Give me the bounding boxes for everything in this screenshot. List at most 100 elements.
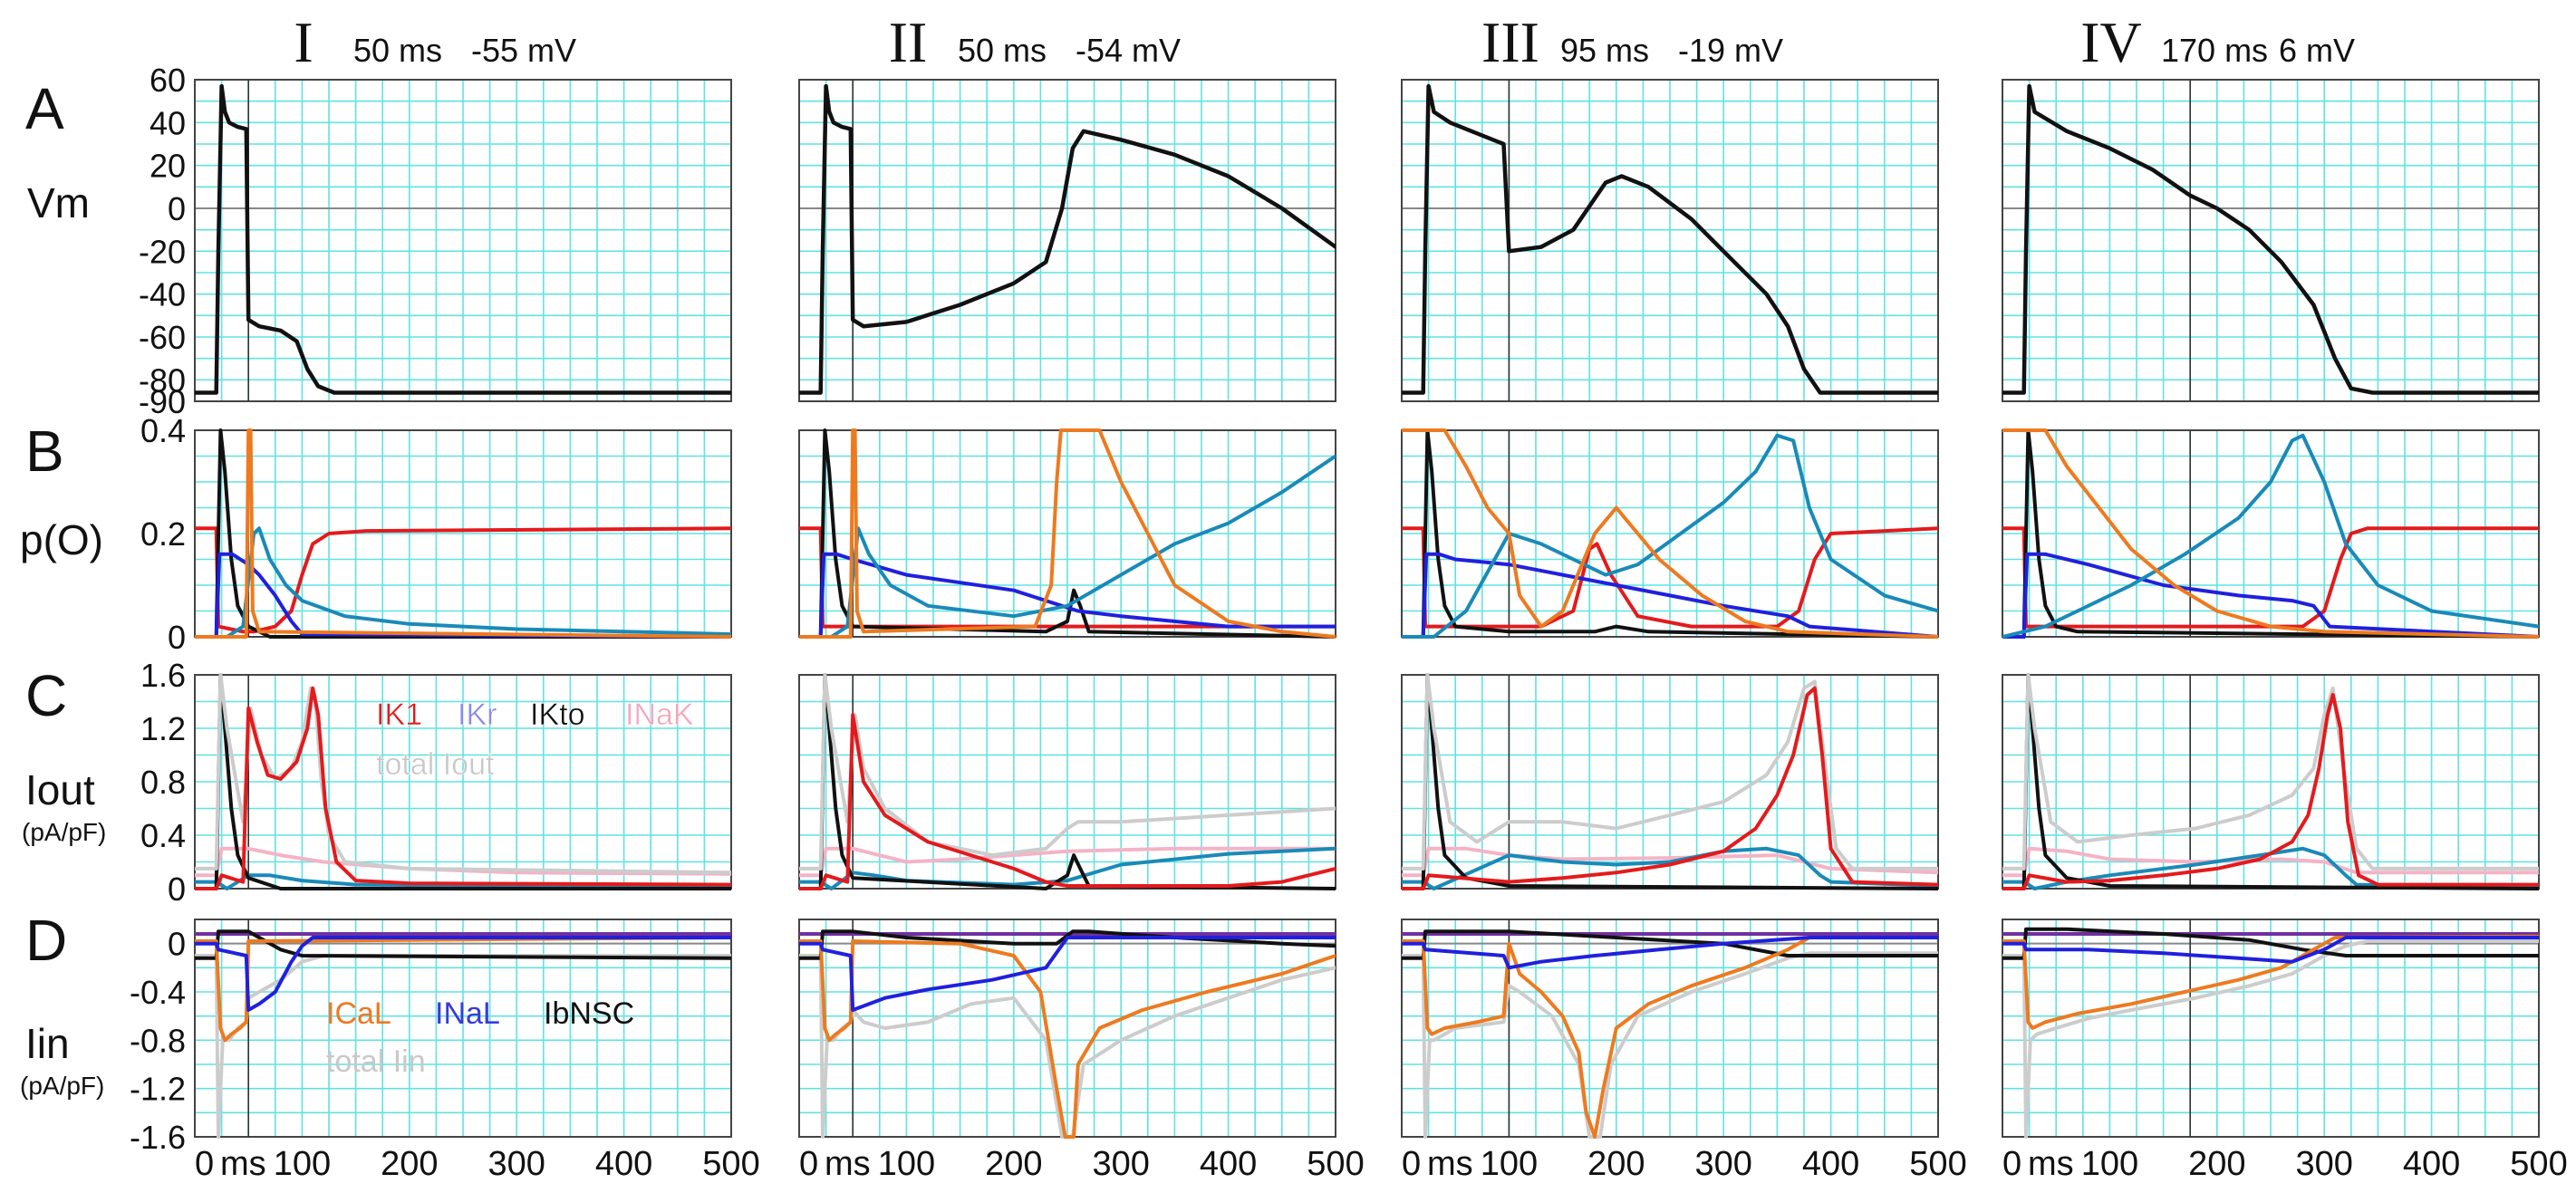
x-tick-label: 300 (1694, 1145, 1751, 1183)
panel-traces (1402, 83, 1938, 395)
trace-red (799, 713, 1336, 890)
panel-frame (1401, 429, 1939, 638)
y-tick-label: -40 (139, 276, 186, 313)
trace-gray (2002, 673, 2539, 871)
x-tick-label: 300 (1092, 1145, 1149, 1183)
panel-D-4 (2002, 919, 2540, 1139)
legend-item-total-iin: total Iin (326, 1044, 426, 1079)
panel-traces (195, 428, 731, 639)
x-axis-unit: ms (2028, 1145, 2074, 1183)
panel-A-4 (2002, 79, 2540, 402)
row-letter-A: A (25, 76, 64, 141)
legend-currents-in: ICaL INaL IbNSC total Iin (326, 996, 634, 1079)
trace-vm (195, 83, 731, 395)
column-4: IV 170 ms 6 mV 0 100 200 300 400 500 ms (2002, 10, 2568, 1183)
legend-currents-out: IK1 IKr IKto INaK total Iout (376, 698, 694, 783)
panel-traces (1402, 428, 1938, 639)
legend-item-ical: ICaL (326, 996, 391, 1031)
x-tick-label: 0 (195, 1145, 214, 1183)
x-tick-label: 100 (1481, 1145, 1538, 1183)
trace-orange (2002, 934, 2539, 1030)
panel-frame (1401, 79, 1939, 402)
row-letter-D: D (25, 908, 67, 973)
panel-traces (1402, 673, 1938, 890)
column-numeral: I (294, 10, 313, 74)
panel-frame (1401, 919, 1939, 1138)
trace-black (1402, 428, 1938, 639)
panel-B-4 (2002, 428, 2540, 639)
panel-C-4 (2002, 673, 2540, 890)
trace-orange (799, 428, 1336, 639)
panel-frame (194, 79, 732, 402)
row-letter-C: C (25, 663, 67, 728)
trace-vm (1402, 83, 1938, 395)
trace-red (1402, 686, 1938, 890)
panel-traces (2002, 83, 2539, 395)
panel-B-3 (1401, 428, 1939, 639)
x-tick-label: 300 (2295, 1145, 2352, 1183)
y-tick-label: 0 (168, 871, 186, 908)
trace-blue (799, 936, 1336, 1012)
y-tick-label: -20 (139, 233, 186, 270)
x-tick-label: 400 (595, 1145, 652, 1183)
y-tick-label: 0.8 (140, 764, 186, 801)
trace-blue (799, 552, 1336, 639)
y-tick-label: -0.4 (130, 974, 186, 1011)
column-numeral: II (889, 10, 928, 74)
column-delay: 95 ms (1560, 32, 1649, 69)
panel-frame (798, 79, 1336, 402)
trace-pink (2002, 846, 2539, 878)
panel-D-2 (798, 919, 1336, 1139)
y-tick-label: 0.4 (140, 817, 186, 854)
row-label-B: p(O) (20, 516, 103, 563)
trace-teal (2002, 433, 2539, 639)
panel-traces (799, 83, 1336, 395)
panel-C-1: 1.6 1.2 0.8 0.4 0 (140, 657, 732, 908)
column-voltage: -19 mV (1678, 32, 1783, 69)
panel-traces (799, 428, 1336, 639)
trace-blue (1402, 552, 1938, 639)
y-tick-label: -0.8 (130, 1022, 186, 1059)
panel-frame (798, 674, 1336, 890)
row-unit-C: (pA/pF) (22, 818, 106, 846)
trace-gray (1402, 673, 1938, 871)
column-numeral: III (1481, 10, 1539, 74)
x-axis-unit: ms (220, 1145, 266, 1183)
y-tick-label: 0 (168, 926, 186, 963)
panel-traces (1402, 929, 1938, 1139)
row-label-A: Vm (27, 179, 90, 226)
x-tick-label: 0 (2002, 1145, 2021, 1183)
trace-vm (2002, 83, 2539, 395)
panels-group: I 50 ms -55 mV6040200-20-40-60-80-900.40.2… (130, 10, 2568, 1183)
y-tick-label: -80 (139, 361, 186, 399)
panel-traces (799, 673, 1336, 890)
y-tick-label: -60 (139, 319, 186, 356)
trace-teal (195, 526, 731, 639)
panel-B-2 (798, 428, 1336, 639)
panel-grid (1401, 79, 1939, 402)
column-voltage: -55 mV (471, 32, 576, 69)
x-tick-label: 100 (2081, 1145, 2138, 1183)
trace-vm (799, 83, 1336, 395)
panel-grid (798, 79, 1336, 402)
legend-item-inal: INaL (435, 996, 500, 1031)
panel-traces (2002, 673, 2539, 890)
x-tick-label: 500 (2510, 1145, 2567, 1183)
x-tick-label: 400 (1802, 1145, 1859, 1183)
y-tick-label: 0 (168, 619, 186, 656)
trace-orange (2002, 428, 2539, 639)
panel-grid (194, 429, 732, 638)
y-tick-label: 1.6 (140, 657, 186, 694)
trace-blue (2002, 552, 2539, 639)
trace-gray (2002, 939, 2539, 1139)
x-tick-label: 500 (702, 1145, 759, 1183)
panel-C-3 (1401, 673, 1939, 890)
column-voltage: -54 mV (1076, 32, 1181, 69)
panel-A-1: 60 40 20 0 -20 -40 -60 -80-90 (139, 62, 732, 420)
column-2: II 50 ms -54 mV 0 100 200 300 400 500 ms (798, 10, 1365, 1183)
trace-blue (2002, 936, 2539, 964)
column-delay: 50 ms (353, 32, 442, 69)
panel-frame (2002, 79, 2540, 402)
panel-traces (195, 83, 731, 395)
